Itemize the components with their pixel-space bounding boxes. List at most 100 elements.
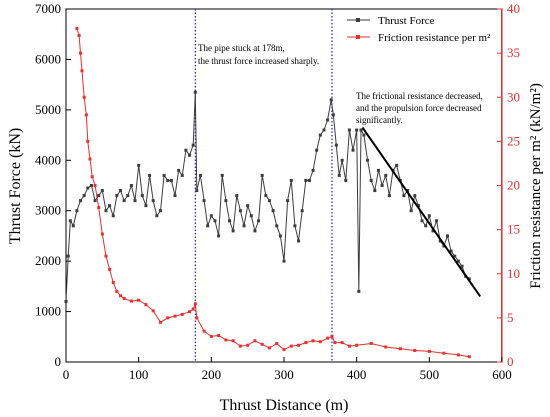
y-left-axis-label: Thrust Force (kN) [7,128,24,244]
friction-point [398,347,402,351]
thrust-point [137,163,141,167]
y-left-tick-label: 7000 [35,1,61,16]
friction-point [326,336,330,340]
thrust-point [111,214,115,218]
thrust-point [129,184,133,187]
thrust-point [82,194,86,198]
friction-point [104,254,108,258]
thrust-point [242,224,246,228]
thrust-point [380,184,384,187]
thrust-point [224,199,228,203]
friction-point [173,314,177,318]
thrust-point [86,186,90,190]
thrust-point [193,90,197,94]
thrust-point [362,133,366,137]
thrust-point [93,199,97,203]
thrust-point [357,289,361,293]
friction-point [297,343,301,347]
thrust-point [359,128,363,132]
thrust-point [446,234,449,238]
thrust-point [209,214,213,218]
friction-point [108,267,112,271]
friction-point [79,51,83,55]
friction-point [202,329,206,333]
thrust-point [460,264,464,268]
thrust-point [198,173,202,177]
thrust-point [315,148,319,152]
friction-point [158,320,162,324]
thrust-point [453,254,457,258]
trend-line [361,126,482,298]
y-left-tick-label: 2000 [35,253,61,268]
y-right-tick-label: 30 [507,89,520,104]
legend: Thrust Force Friction resistance per m² [347,15,491,44]
thrust-point [140,194,144,198]
thrust-point [173,194,177,198]
thrust-point [79,199,83,203]
friction-point [238,344,242,348]
thrust-point [228,219,231,223]
thrust-point [318,133,322,137]
thrust-point [68,219,72,223]
thrust-point [97,194,101,198]
thrust-point [231,229,235,233]
friction-point [97,206,101,210]
thrust-point [180,173,184,177]
thrust-point [169,178,173,182]
friction-point [166,316,170,320]
friction-point [355,343,359,347]
friction-point [209,334,213,338]
thrust-point [202,199,206,203]
thrust-point [104,209,108,213]
y-right-tick-label: 10 [507,266,520,281]
friction-point [88,157,92,161]
annotation-decrease-line-3: significantly. [356,115,403,125]
thrust-point [369,178,373,182]
thrust-point [373,189,377,193]
thrust-point [148,173,152,177]
thrust-point [307,178,311,182]
thrust-point [326,118,330,122]
friction-point [427,349,431,353]
thrust-point [300,209,304,213]
y-right-tick-label: 35 [507,45,520,60]
annotation-decrease-line-1: The frictional resistance decreased, [356,91,483,101]
friction-point [111,281,115,285]
y-right-tick-label: 20 [507,178,520,193]
x-tick-label: 600 [492,367,512,382]
x-tick-label: 400 [347,367,367,382]
friction-point [304,341,308,345]
thrust-point [329,98,333,102]
friction-point [253,339,257,343]
thrust-point [435,219,439,223]
x-tick-label: 300 [274,367,294,382]
thrust-point [133,199,137,203]
friction-point [347,344,351,348]
thrust-point [71,224,75,228]
friction-point [267,346,271,350]
friction-point [413,349,417,353]
friction-point [129,299,133,303]
x-tick-label: 200 [202,367,222,382]
thrust-point [267,199,271,203]
thrust-point [289,178,293,182]
friction-point [318,340,322,344]
thrust-point [351,148,355,152]
thrust-point [409,209,413,213]
thrust-series [64,90,471,303]
y-left-tick-label: 4000 [35,152,61,167]
friction-point [115,289,119,293]
friction-point [311,339,315,343]
thrust-line [65,92,470,302]
thrust-point [195,189,199,193]
thrust-point [188,153,192,157]
friction-point [333,341,337,345]
y-left-tick-label: 3000 [35,203,61,218]
annotation-stuck-line-1: The pipe stuck at 178m, [198,43,285,53]
thrust-point [456,259,460,263]
thrust-point [347,128,351,132]
thrust-point [253,229,257,233]
thrust-point [278,234,282,238]
thrust-point [304,178,308,182]
y-right-axis-label: Friction resistance per m² (kN/m²) [528,83,544,289]
